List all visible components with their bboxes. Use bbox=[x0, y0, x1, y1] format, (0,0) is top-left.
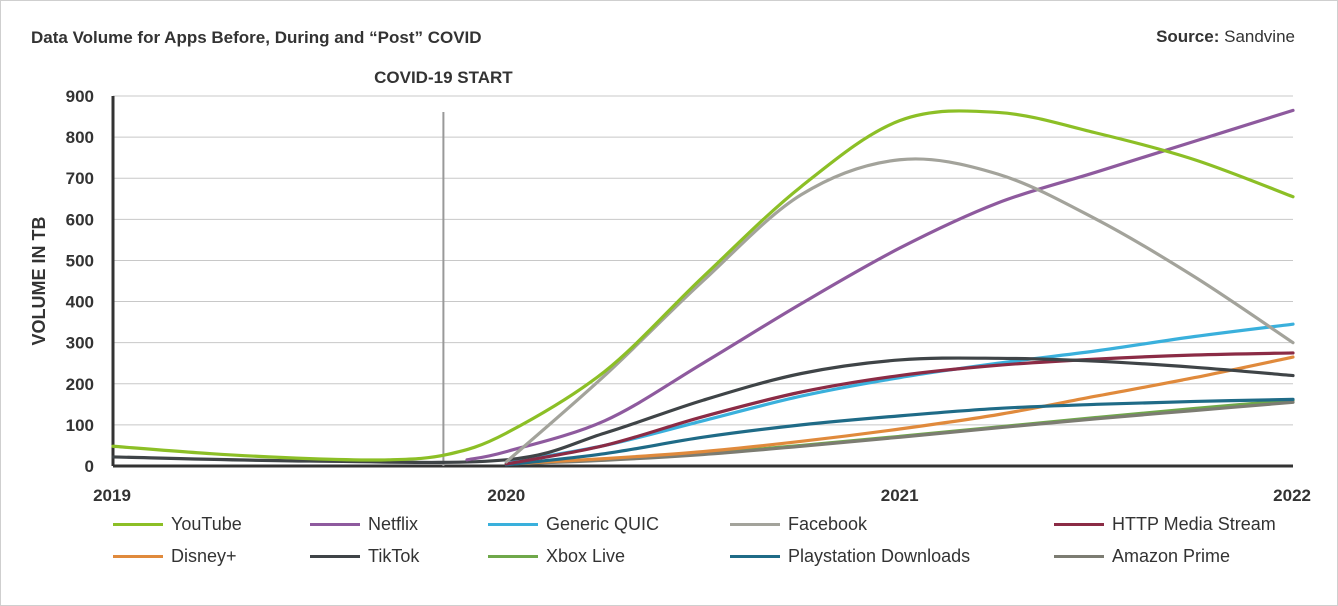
y-tick-label: 600 bbox=[66, 210, 94, 229]
legend-label: Playstation Downloads bbox=[788, 546, 971, 566]
series-line-netflix bbox=[465, 108, 1295, 462]
series-line-disney bbox=[504, 355, 1295, 466]
series-line-tiktok bbox=[111, 356, 1295, 465]
legend-swatch bbox=[310, 523, 360, 526]
legend-swatch bbox=[1054, 555, 1104, 558]
series-line-playstation-downloads bbox=[504, 397, 1295, 467]
legend-label: Generic QUIC bbox=[546, 514, 660, 534]
source-label: Source: bbox=[1156, 27, 1220, 46]
legend-swatch bbox=[730, 555, 780, 558]
x-tick-label: 2022 bbox=[1273, 486, 1311, 505]
legend-swatch bbox=[1054, 523, 1104, 526]
legend-label: Disney+ bbox=[171, 546, 237, 566]
legend-swatch bbox=[113, 523, 163, 526]
legend-item: Amazon Prime bbox=[1054, 546, 1230, 567]
legend-item: Disney+ bbox=[113, 546, 237, 567]
y-tick-label: 200 bbox=[66, 375, 94, 394]
series-line-amazon-prime bbox=[504, 400, 1295, 466]
legend-label: HTTP Media Stream bbox=[1112, 514, 1276, 534]
covid-start-label: COVID-19 START bbox=[374, 68, 513, 87]
y-tick-label: 300 bbox=[66, 334, 94, 353]
x-tick-label: 2020 bbox=[487, 486, 525, 505]
series-line-facebook bbox=[504, 157, 1295, 464]
y-tick-label: 0 bbox=[85, 457, 94, 476]
legend-swatch bbox=[488, 523, 538, 526]
y-tick-label: 800 bbox=[66, 128, 94, 147]
legend-item: Generic QUIC bbox=[488, 514, 659, 535]
series-line-youtube bbox=[111, 109, 1295, 462]
chart-legend: YouTube Netflix Generic QUIC Facebook HTTP M… bbox=[113, 514, 1313, 584]
legend-label: Amazon Prime bbox=[1112, 546, 1231, 566]
y-tick-label: 500 bbox=[66, 251, 94, 270]
x-tick-label: 2019 bbox=[93, 486, 131, 505]
series-line-generic-quic bbox=[504, 322, 1295, 465]
y-tick-label: 400 bbox=[66, 293, 94, 312]
legend-item: YouTube bbox=[113, 514, 242, 535]
legend-label: TikTok bbox=[368, 546, 420, 566]
legend-swatch bbox=[310, 555, 360, 558]
legend-item: Playstation Downloads bbox=[730, 546, 970, 567]
legend-swatch bbox=[488, 555, 538, 558]
legend-label: Netflix bbox=[368, 514, 419, 534]
legend-swatch bbox=[113, 555, 163, 558]
y-tick-label: 100 bbox=[66, 416, 94, 435]
x-tick-label: 2021 bbox=[881, 486, 919, 505]
chart-title: Data Volume for Apps Before, During and … bbox=[31, 28, 482, 47]
y-tick-label: 700 bbox=[66, 169, 94, 188]
series-line-http-media-stream bbox=[504, 351, 1295, 466]
legend-label: Facebook bbox=[788, 514, 868, 534]
legend-item: HTTP Media Stream bbox=[1054, 514, 1276, 535]
legend-label: YouTube bbox=[171, 514, 242, 534]
legend-item: Xbox Live bbox=[488, 546, 625, 567]
legend-item: Netflix bbox=[310, 514, 418, 535]
legend-label: Xbox Live bbox=[546, 546, 626, 566]
legend-item: Facebook bbox=[730, 514, 867, 535]
y-axis-label: VOLUME IN TB bbox=[29, 217, 49, 346]
y-tick-label: 900 bbox=[66, 87, 94, 106]
source-credit: Source: Sandvine bbox=[1156, 27, 1295, 47]
legend-swatch bbox=[730, 523, 780, 526]
legend-item: TikTok bbox=[310, 546, 419, 567]
source-value: Sandvine bbox=[1224, 27, 1295, 46]
